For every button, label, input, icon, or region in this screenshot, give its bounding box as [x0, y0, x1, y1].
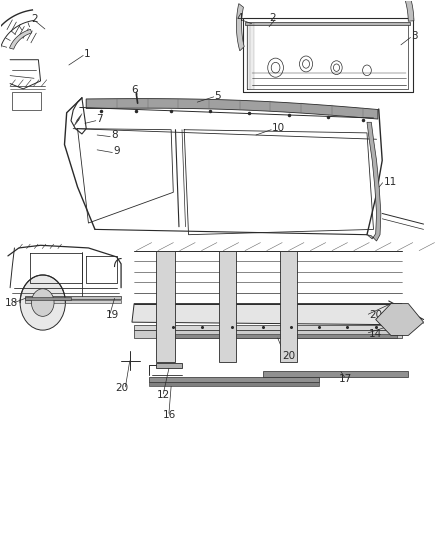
Polygon shape: [86, 99, 378, 119]
Polygon shape: [376, 304, 424, 335]
Polygon shape: [25, 297, 71, 301]
Polygon shape: [400, 0, 414, 21]
Polygon shape: [156, 363, 182, 368]
Text: 6: 6: [131, 85, 138, 95]
Polygon shape: [10, 29, 32, 49]
Text: 2: 2: [31, 14, 38, 25]
Text: 20: 20: [116, 383, 128, 393]
Text: 18: 18: [5, 297, 18, 308]
Text: 14: 14: [369, 329, 382, 340]
Text: 1: 1: [84, 50, 91, 59]
Polygon shape: [280, 251, 297, 362]
Text: 7: 7: [96, 114, 103, 124]
Polygon shape: [132, 304, 408, 325]
Polygon shape: [219, 251, 237, 362]
Polygon shape: [134, 325, 402, 330]
Text: 19: 19: [106, 310, 119, 320]
Polygon shape: [156, 334, 397, 338]
Polygon shape: [149, 382, 319, 386]
Text: 11: 11: [384, 176, 397, 187]
Text: 9: 9: [113, 146, 120, 156]
Text: 2: 2: [269, 13, 276, 23]
Text: 12: 12: [157, 390, 170, 400]
Text: 16: 16: [162, 410, 176, 420]
Text: 4: 4: [236, 13, 243, 23]
Text: 17: 17: [339, 374, 352, 384]
Polygon shape: [245, 21, 410, 25]
Polygon shape: [25, 300, 121, 303]
Polygon shape: [134, 330, 402, 338]
Polygon shape: [25, 296, 121, 300]
Circle shape: [20, 275, 65, 330]
Polygon shape: [367, 122, 381, 241]
Text: 5: 5: [215, 91, 221, 101]
Polygon shape: [12, 92, 41, 110]
Text: 3: 3: [411, 31, 418, 41]
Text: 10: 10: [272, 123, 285, 133]
Polygon shape: [237, 4, 244, 51]
Polygon shape: [149, 377, 319, 382]
Text: 8: 8: [111, 130, 118, 140]
Circle shape: [32, 289, 54, 317]
Polygon shape: [156, 251, 176, 362]
Text: 20: 20: [282, 351, 295, 361]
Text: 20: 20: [369, 310, 382, 320]
Polygon shape: [262, 372, 408, 377]
